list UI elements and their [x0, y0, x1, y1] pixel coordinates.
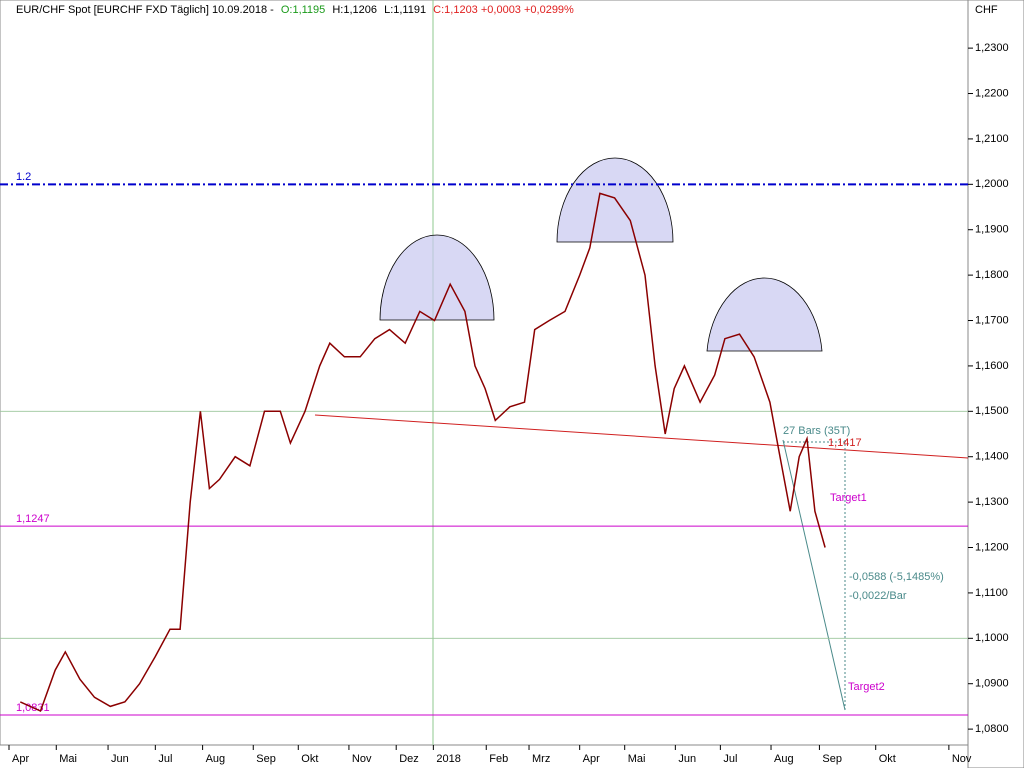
shoulder-right: [706, 277, 823, 352]
y-tick-label: 1,2000: [975, 178, 1009, 190]
x-tick-label: Jun: [111, 753, 129, 765]
level-label: 1,1247: [16, 513, 50, 525]
x-tick-label: Sep: [822, 753, 842, 765]
y-tick-label: 1,1800: [975, 269, 1009, 281]
y-tick-label: 1,1900: [975, 224, 1009, 236]
x-tick-label: Nov: [352, 753, 372, 765]
x-tick-label: Feb: [489, 753, 508, 765]
head: [556, 157, 674, 243]
bars-label: 27 Bars (35T): [783, 425, 850, 437]
x-tick-label: Jun: [678, 753, 696, 765]
header-instrument: EUR/CHF Spot [EURCHF FXD Täglich] 10.09.…: [16, 4, 274, 16]
x-tick-label: Sep: [256, 753, 276, 765]
y-unit: CHF: [975, 4, 998, 16]
target1-label: Target1: [830, 492, 867, 504]
y-tick-label: 1,2100: [975, 133, 1009, 145]
y-tick-label: 1,0900: [975, 678, 1009, 690]
y-axis-panel: [967, 0, 1024, 768]
x-tick-label: Dez: [399, 753, 419, 765]
header-high: H:1,1206: [332, 4, 377, 16]
x-tick-label: Jul: [158, 753, 172, 765]
y-tick-label: 1,1100: [975, 587, 1008, 599]
header: EUR/CHF Spot [EURCHF FXD Täglich] 10.09.…: [16, 4, 574, 16]
x-tick-label: 2018: [436, 753, 460, 765]
header-close: C:1,1203 +0,0003 +0,0299%: [433, 4, 574, 16]
header-low: L:1,1191: [384, 4, 426, 16]
plot-area: [0, 0, 969, 746]
x-tick-label: Apr: [583, 753, 600, 765]
x-tick-label: Mai: [628, 753, 646, 765]
y-tick-label: 1,2300: [975, 42, 1009, 54]
target2-label: Target2: [848, 681, 885, 693]
y-tick-label: 1,1700: [975, 314, 1009, 326]
x-tick-label: Aug: [206, 753, 226, 765]
x-tick-label: Apr: [12, 753, 29, 765]
level-label: 1,1417: [828, 437, 862, 449]
y-tick-label: 1,1300: [975, 496, 1009, 508]
y-tick-label: 1,1400: [975, 451, 1009, 463]
x-tick-label: Mai: [59, 753, 77, 765]
y-tick-label: 1,2200: [975, 87, 1009, 99]
x-tick-label: Aug: [774, 753, 794, 765]
measure-line: [782, 439, 846, 711]
y-tick-label: 1,1500: [975, 405, 1009, 417]
x-tick-label: Nov: [952, 753, 972, 765]
y-tick-label: 1,1000: [975, 632, 1009, 644]
price-line: [19, 192, 826, 713]
y-tick-label: 1,1600: [975, 360, 1009, 372]
x-tick-label: Okt: [301, 753, 318, 765]
shoulder-left: [379, 234, 495, 321]
neckline: [314, 414, 969, 459]
level-label: 1.2: [16, 171, 31, 183]
per-bar-label: -0,0022/Bar: [849, 590, 907, 602]
y-tick-label: 1,1200: [975, 541, 1009, 553]
change-label: -0,0588 (-5,1485%): [849, 571, 944, 583]
x-tick-label: Jul: [723, 753, 737, 765]
header-open: O:1,1195: [281, 4, 325, 16]
y-tick-label: 1,0800: [975, 723, 1009, 735]
x-tick-label: Okt: [879, 753, 896, 765]
x-tick-label: Mrz: [532, 753, 550, 765]
